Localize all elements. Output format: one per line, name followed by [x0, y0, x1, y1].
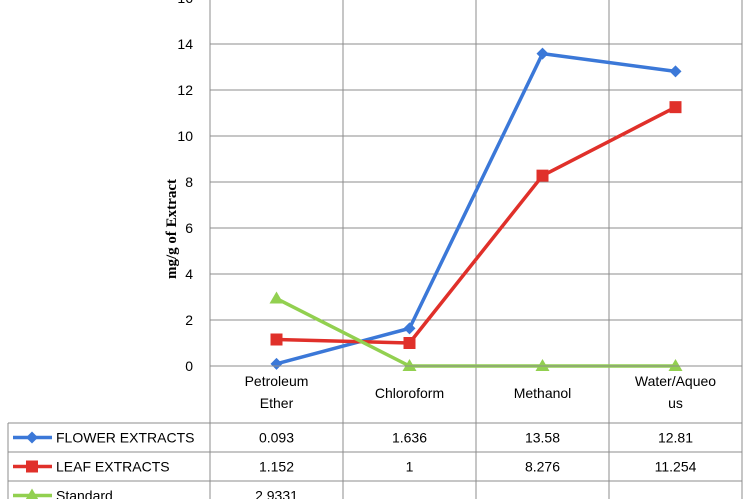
y-tick-label: 14: [177, 36, 193, 52]
series-line: [276, 105, 677, 345]
legend-series-name: LEAF EXTRACTS: [56, 459, 170, 475]
table-cell-value: 13.58: [525, 430, 560, 446]
data-point-square: [403, 337, 416, 349]
data-point-square: [26, 460, 38, 473]
table-cell-value: 0.093: [259, 430, 294, 446]
legend-series-name: Standard: [56, 488, 113, 499]
y-axis-label: mg/g of Extract: [164, 179, 180, 279]
y-tick-label: 2: [185, 312, 193, 328]
category-label: Methanol: [514, 385, 572, 401]
table-cell-value: 11.254: [655, 459, 697, 475]
data-point-diamond: [270, 357, 283, 370]
y-tick-label: 8: [185, 174, 193, 190]
category-label: Water/Aqueo us: [635, 373, 716, 411]
data-point-triangle: [668, 359, 683, 371]
data-point-triangle: [269, 291, 284, 304]
legend-key: [13, 431, 52, 444]
series-flower-extracts: [270, 47, 682, 370]
table-cell-value: 8.276: [525, 459, 560, 475]
table-cell-value: 12.81: [658, 430, 693, 446]
y-tick-label: 0: [185, 358, 193, 374]
y-tick-label: 10: [177, 128, 193, 144]
data-point-triangle: [402, 359, 417, 371]
series-leaf-extracts: [270, 101, 682, 349]
table-cell-value: 2.9331: [255, 488, 298, 499]
y-tick-label: 12: [177, 82, 193, 98]
legend-key: [13, 460, 52, 473]
data-point-diamond: [669, 65, 682, 78]
data-point-triangle: [25, 488, 39, 499]
table-cell-value: 1.152: [259, 459, 294, 475]
legend-series-name: FLOWER EXTRACTS: [56, 430, 194, 446]
category-label: Petroleum Ether: [245, 373, 309, 411]
table-cell-value: 1.636: [392, 430, 427, 446]
data-point-triangle: [535, 359, 550, 371]
y-tick-label: 6: [185, 220, 193, 236]
table-cell-value: 1: [406, 459, 414, 475]
series-line: [276, 51, 676, 366]
data-point-diamond: [536, 47, 549, 60]
legend-key: [13, 488, 52, 499]
category-label: Chloroform: [375, 385, 444, 401]
data-point-square: [536, 169, 549, 182]
data-point-square: [669, 101, 682, 114]
data-point-diamond: [403, 322, 416, 335]
data-point-square: [270, 333, 283, 346]
y-tick-label: 4: [185, 266, 193, 282]
y-tick-label: 16: [177, 0, 193, 6]
data-point-diamond: [26, 431, 38, 444]
